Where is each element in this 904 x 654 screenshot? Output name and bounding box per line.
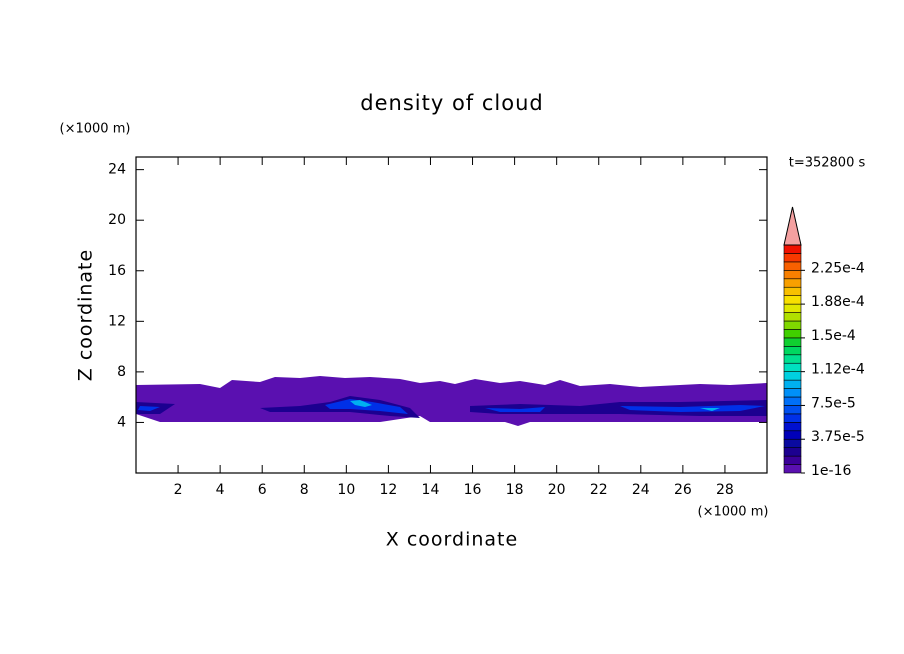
y-tick-label: 20	[108, 212, 126, 228]
x-tick-label: 18	[506, 482, 524, 498]
colorbar-segment	[783, 329, 802, 339]
y-tick-label: 4	[117, 414, 126, 430]
y-tick-label: 8	[117, 364, 126, 380]
cloud-region	[138, 399, 765, 414]
colorbar-tick-label: 1.5e-4	[811, 328, 856, 344]
x-tick-label: 2	[174, 482, 183, 498]
colorbar-segment	[783, 422, 802, 432]
x-tick-label: 8	[300, 482, 309, 498]
colorbar-segment	[783, 295, 802, 305]
colorbar-segment	[783, 371, 802, 381]
colorbar-segment	[783, 379, 802, 389]
x-tick-label: 28	[716, 482, 734, 498]
x-tick-label: 4	[216, 482, 225, 498]
colorbar-tick-label: 3.75e-5	[811, 429, 865, 445]
cloud-field	[136, 376, 767, 426]
colorbar-tick-label: 7.5e-5	[811, 395, 856, 411]
colorbar-segment	[783, 270, 802, 280]
colorbar-segment	[783, 320, 802, 330]
y-axis-label: Z coordinate	[75, 249, 97, 381]
x-unit: (×1000 m)	[698, 505, 769, 520]
time-label: t=352800 s	[789, 156, 866, 171]
y-tick-label: 24	[108, 162, 126, 178]
y-tick-label: 12	[108, 313, 126, 329]
colorbar-tick-label: 2.25e-4	[811, 260, 865, 276]
x-tick-label: 14	[422, 482, 440, 498]
colorbar-segment	[783, 253, 802, 263]
colorbar-segment	[783, 278, 802, 288]
colorbar-segment	[783, 447, 802, 457]
colorbar-segment	[783, 362, 802, 372]
colorbar-extension	[783, 206, 802, 246]
colorbar-segment	[783, 455, 802, 465]
x-tick-label: 24	[632, 482, 650, 498]
x-tick-label: 22	[590, 482, 608, 498]
x-axis-label: X coordinate	[386, 529, 518, 551]
colorbar-segment	[783, 388, 802, 398]
colorbar-segment	[783, 312, 802, 322]
x-tick-label: 12	[379, 482, 397, 498]
plot-frame	[135, 156, 768, 474]
x-tick-label: 20	[548, 482, 566, 498]
colorbar-segment	[783, 337, 802, 347]
colorbar-segment	[783, 430, 802, 440]
colorbar-segment	[783, 303, 802, 313]
cloud-region	[136, 376, 767, 426]
cloud-region	[136, 414, 430, 422]
y-tick-label: 16	[108, 263, 126, 279]
colorbar-segment	[783, 261, 802, 271]
colorbar-segment	[783, 396, 802, 406]
colorbar-tick-label: 1.12e-4	[811, 362, 865, 378]
chart-title: density of cloud	[360, 91, 543, 115]
colorbar-segment	[783, 413, 802, 423]
x-tick-label: 16	[464, 482, 482, 498]
x-tick-label: 26	[674, 482, 692, 498]
colorbar-segment	[783, 438, 802, 448]
colorbar-segment	[783, 405, 802, 415]
x-tick-label: 10	[337, 482, 355, 498]
colorbar-segment	[783, 346, 802, 356]
colorbar-tick-label: 1e-16	[811, 463, 851, 479]
x-tick-label: 6	[258, 482, 267, 498]
cloud-region	[136, 396, 767, 418]
colorbar-segment	[783, 286, 802, 296]
colorbar-segment	[783, 464, 802, 474]
colorbar-segment	[783, 244, 802, 254]
y-unit: (×1000 m)	[60, 122, 131, 137]
colorbar-segment	[783, 354, 802, 364]
colorbar-tick-label: 1.88e-4	[811, 294, 865, 310]
